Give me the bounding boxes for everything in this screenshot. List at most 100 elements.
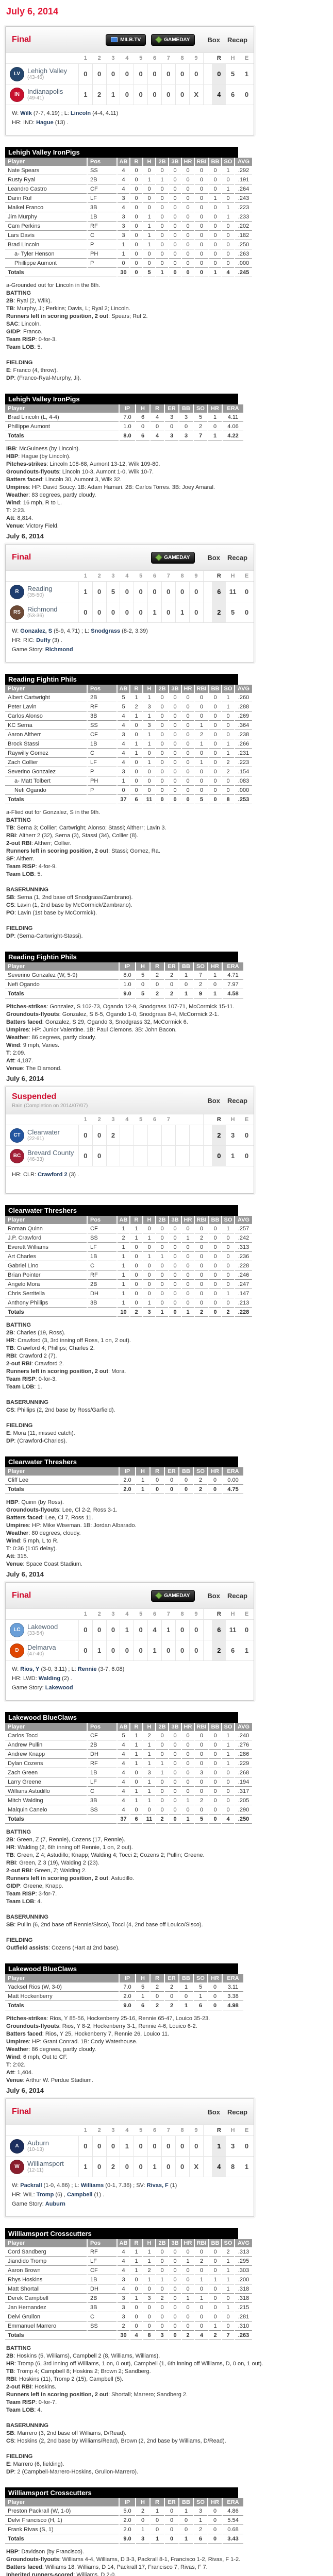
totals-cell: 2 <box>165 2001 178 2010</box>
stat-cell: 0 <box>130 1768 142 1777</box>
stat-cell: 0 <box>182 711 194 721</box>
inning-score-cell: 0 <box>175 1619 190 1640</box>
stat-cell: 0 <box>169 758 181 767</box>
plain-text: HR: IND: <box>12 120 37 126</box>
player-link[interactable]: Duffy <box>36 637 51 643</box>
pitching-section: Williamsport Crosscutters Player IP H R ER BB S… <box>5 2487 328 2544</box>
stat-cell: 0 <box>222 259 234 268</box>
player-link[interactable]: Walding <box>38 1675 61 1682</box>
note-line: a-Flied out for Gonzalez, S in the 9th. <box>6 809 264 817</box>
gameday-button[interactable]: GAMEDAY <box>151 33 195 46</box>
player-name: Matt Hockenberry <box>5 1992 119 2001</box>
player-link[interactable]: Campbell <box>66 2192 93 2198</box>
note-line: Groundouts-flyouts: Rios, Y 8-2, Hockenb… <box>6 2023 264 2030</box>
recap-link[interactable]: Recap <box>227 1591 247 1600</box>
box-link[interactable]: Box <box>207 1591 220 1600</box>
box-link[interactable]: Box <box>207 1096 220 1105</box>
plain-text: (4-4, 4.11) <box>91 110 119 116</box>
stat-cell: 0 <box>169 767 181 776</box>
note-line: DP: (Franco-Ryal-Murphy, Ji). <box>6 375 264 382</box>
batting-section: Clearwater Threshers Player Pos AB R H 2B 3B HR R… <box>5 1205 328 1317</box>
stat-cell: 0 <box>195 1298 208 1308</box>
stat-cell: .240 <box>235 1731 252 1740</box>
player-link[interactable]: Packrall <box>20 2182 42 2189</box>
inning-score-cell: 0 <box>189 581 204 602</box>
stat-body: Roman Quinn CF 1 1 0 0 0 0 0 0 1.257 J.P. Crawford S… <box>5 1224 252 1317</box>
stat-row: Larry Greene LF 4 0 1 0 0 0 0 0 0.194 <box>5 1777 252 1787</box>
player-link[interactable]: Gonzalez, S <box>20 628 53 634</box>
col-header-hr: HR <box>208 2498 222 2506</box>
stat-cell: 0 <box>195 767 208 776</box>
stat-cell: 1 <box>209 2275 221 2284</box>
recap-link[interactable]: Recap <box>227 1096 247 1105</box>
gameday-button[interactable]: GAMEDAY <box>151 1589 195 1602</box>
inning-score-cell: 0 <box>134 1619 148 1640</box>
stat-cell: .276 <box>235 1740 252 1750</box>
stat-cell: 4 <box>118 1759 129 1768</box>
player-name: Anthony Phillips <box>5 1298 87 1308</box>
col-header-era: ERA <box>223 1974 243 1982</box>
player-link[interactable]: Wilk <box>20 110 32 116</box>
stat-cell: 0 <box>222 786 234 795</box>
player-link[interactable]: Auburn <box>45 2201 65 2207</box>
stat-cell: 1 <box>195 739 208 749</box>
player-link[interactable]: Crawford 2 <box>38 1172 68 1178</box>
totals-cell: .250 <box>235 1815 252 1824</box>
milbtv-button[interactable]: MILB.TV <box>106 33 146 46</box>
note-text: : 5. <box>34 344 42 350</box>
stat-cell: 1 <box>143 1750 155 1759</box>
player-name: Preston Packrall (W, 1-0) <box>5 2506 119 2516</box>
totals-cell: 6 <box>136 2001 149 2010</box>
note-text-value: HP: Grant Conrad. 1B: Cody Waterhouse. <box>32 2039 138 2045</box>
note-text-value: The Diamond. <box>26 1065 62 1072</box>
player-link[interactable]: Rivas, F <box>146 2182 169 2189</box>
player-link[interactable]: Rennie <box>77 1666 97 1672</box>
col-header-er: ER <box>165 1467 178 1476</box>
player-link[interactable]: Lincoln <box>71 110 91 116</box>
col-header-r: R <box>130 685 142 693</box>
linescore-gap <box>203 1609 212 1620</box>
team-table-title: Williamsport Crosscutters <box>5 2487 238 2498</box>
stat-cell: 0 <box>156 721 168 730</box>
box-link[interactable]: Box <box>207 553 220 562</box>
box-link[interactable]: Box <box>207 2108 220 2116</box>
player-link[interactable]: Snodgrass <box>91 628 121 634</box>
stat-cell: 2 <box>195 1796 208 1805</box>
recap-link[interactable]: Recap <box>227 2108 247 2116</box>
note-line: E: Franco (4, throw). <box>6 367 264 375</box>
player-link[interactable]: Williams <box>80 2182 104 2189</box>
player-link[interactable]: Tromp <box>36 2192 54 2198</box>
recap-link[interactable]: Recap <box>227 553 247 562</box>
team-record: (12-11) <box>27 2167 44 2173</box>
player-link[interactable]: Rios, Y <box>20 1666 40 1672</box>
note-text-value: Charles (19, Ross). <box>16 1330 65 1336</box>
team-name: Lakewood <box>27 1623 58 1631</box>
player-name: Mitch Walding <box>5 1796 87 1805</box>
col-header-r: R <box>151 1467 164 1476</box>
totals-row: Totals 10 2 3 1 0 1 2 0 2.228 <box>5 1308 252 1317</box>
col-header-3b: 3B <box>169 1723 181 1731</box>
stat-cell: 0 <box>209 2294 221 2303</box>
stat-cell: 0 <box>130 1298 142 1308</box>
linescore-team-header <box>6 1114 79 1125</box>
stat-cell: 0 <box>169 222 181 231</box>
stat-cell: 1 <box>209 2321 221 2331</box>
note-text: : Charles (19, Ross). <box>13 1330 65 1336</box>
stat-cell: 1 <box>130 2266 142 2275</box>
stat-body: Preston Packrall (W, 1-0) 5.0 2 1 0 1 3 0 4.86 De… <box>5 2506 243 2544</box>
box-link[interactable]: Box <box>207 36 220 44</box>
player-column-header: Player <box>5 404 119 413</box>
recap-link[interactable]: Recap <box>227 36 247 44</box>
stat-row: Gabriel Lino C 1 0 0 0 0 0 0 0 0.228 <box>5 1261 252 1270</box>
gameday-button[interactable]: GAMEDAY <box>151 551 195 564</box>
inning-header: 3 <box>106 571 120 582</box>
player-link[interactable]: Richmond <box>45 647 73 653</box>
notes-section-heading: BASERUNNING <box>6 1399 264 1406</box>
player-link[interactable]: Hague <box>36 120 54 126</box>
stat-cell: 0 <box>222 1805 234 1815</box>
gameday-diamond-icon <box>155 36 163 44</box>
inning-score-cell <box>134 1125 148 1146</box>
decision-line: HR: CLR: Crawford 2 (3) . <box>12 1171 247 1179</box>
player-link[interactable]: Lakewood <box>45 1685 73 1691</box>
note-line: T: 0:36 (1:05 delay). <box>6 1545 264 1553</box>
